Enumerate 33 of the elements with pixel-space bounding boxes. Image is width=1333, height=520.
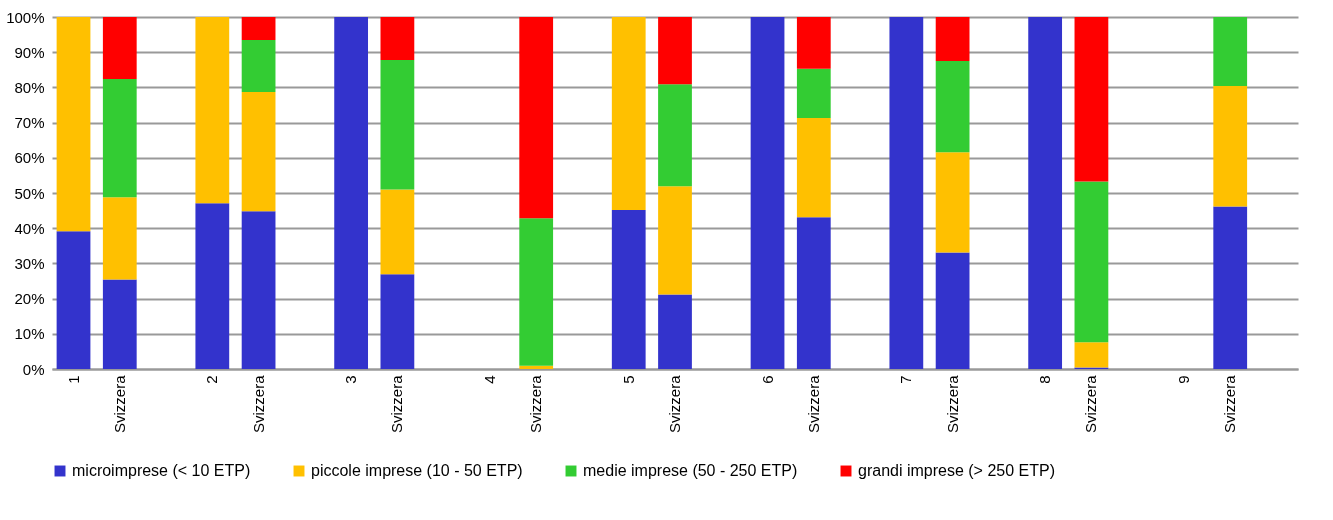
x-tick-label: 6 (758, 375, 776, 384)
y-tick-label: 50% (14, 184, 45, 202)
x-tick-label: 5 (619, 375, 637, 384)
x-tick-label: Svizzera (943, 374, 961, 434)
x-tick-label: 7 (897, 375, 915, 384)
y-tick-label: 10% (14, 325, 45, 343)
y-tick-label: 40% (14, 219, 45, 237)
x-tick-label: Svizzera (1082, 374, 1100, 434)
y-tick-label: 90% (14, 43, 45, 61)
x-tick-label: Svizzera (1221, 374, 1239, 434)
x-tick-label: Svizzera (249, 374, 267, 434)
x-tick-label: 8 (1036, 375, 1054, 384)
legend-label: medie imprese (50 - 250 ETP) (583, 462, 798, 479)
x-tick-label: 3 (342, 375, 360, 384)
x-tick-label: 4 (480, 375, 498, 384)
legend-label: grandi imprese (> 250 ETP) (858, 462, 1055, 479)
y-tick-label: 80% (14, 78, 45, 96)
legend-label: microimprese (< 10 ETP) (72, 462, 251, 479)
y-tick-label: 70% (14, 114, 45, 132)
y-tick-label: 20% (14, 290, 45, 308)
x-tick-label: 1 (64, 375, 82, 384)
x-tick-label: Svizzera (527, 374, 545, 434)
x-tick-label: Svizzera (666, 374, 683, 434)
x-tick-label: 2 (203, 375, 221, 384)
y-tick-label: 100% (6, 8, 45, 26)
x-tick-label: 9 (1174, 375, 1192, 384)
y-tick-label: 30% (14, 254, 45, 272)
y-tick-label: 0% (22, 360, 45, 378)
y-tick-label: 60% (14, 149, 45, 167)
x-tick-label: Svizzera (804, 374, 822, 434)
x-tick-label: Svizzera (388, 374, 406, 434)
x-tick-label: Svizzera (110, 374, 128, 434)
legend-label: piccole imprese (10 - 50 ETP) (311, 462, 523, 479)
